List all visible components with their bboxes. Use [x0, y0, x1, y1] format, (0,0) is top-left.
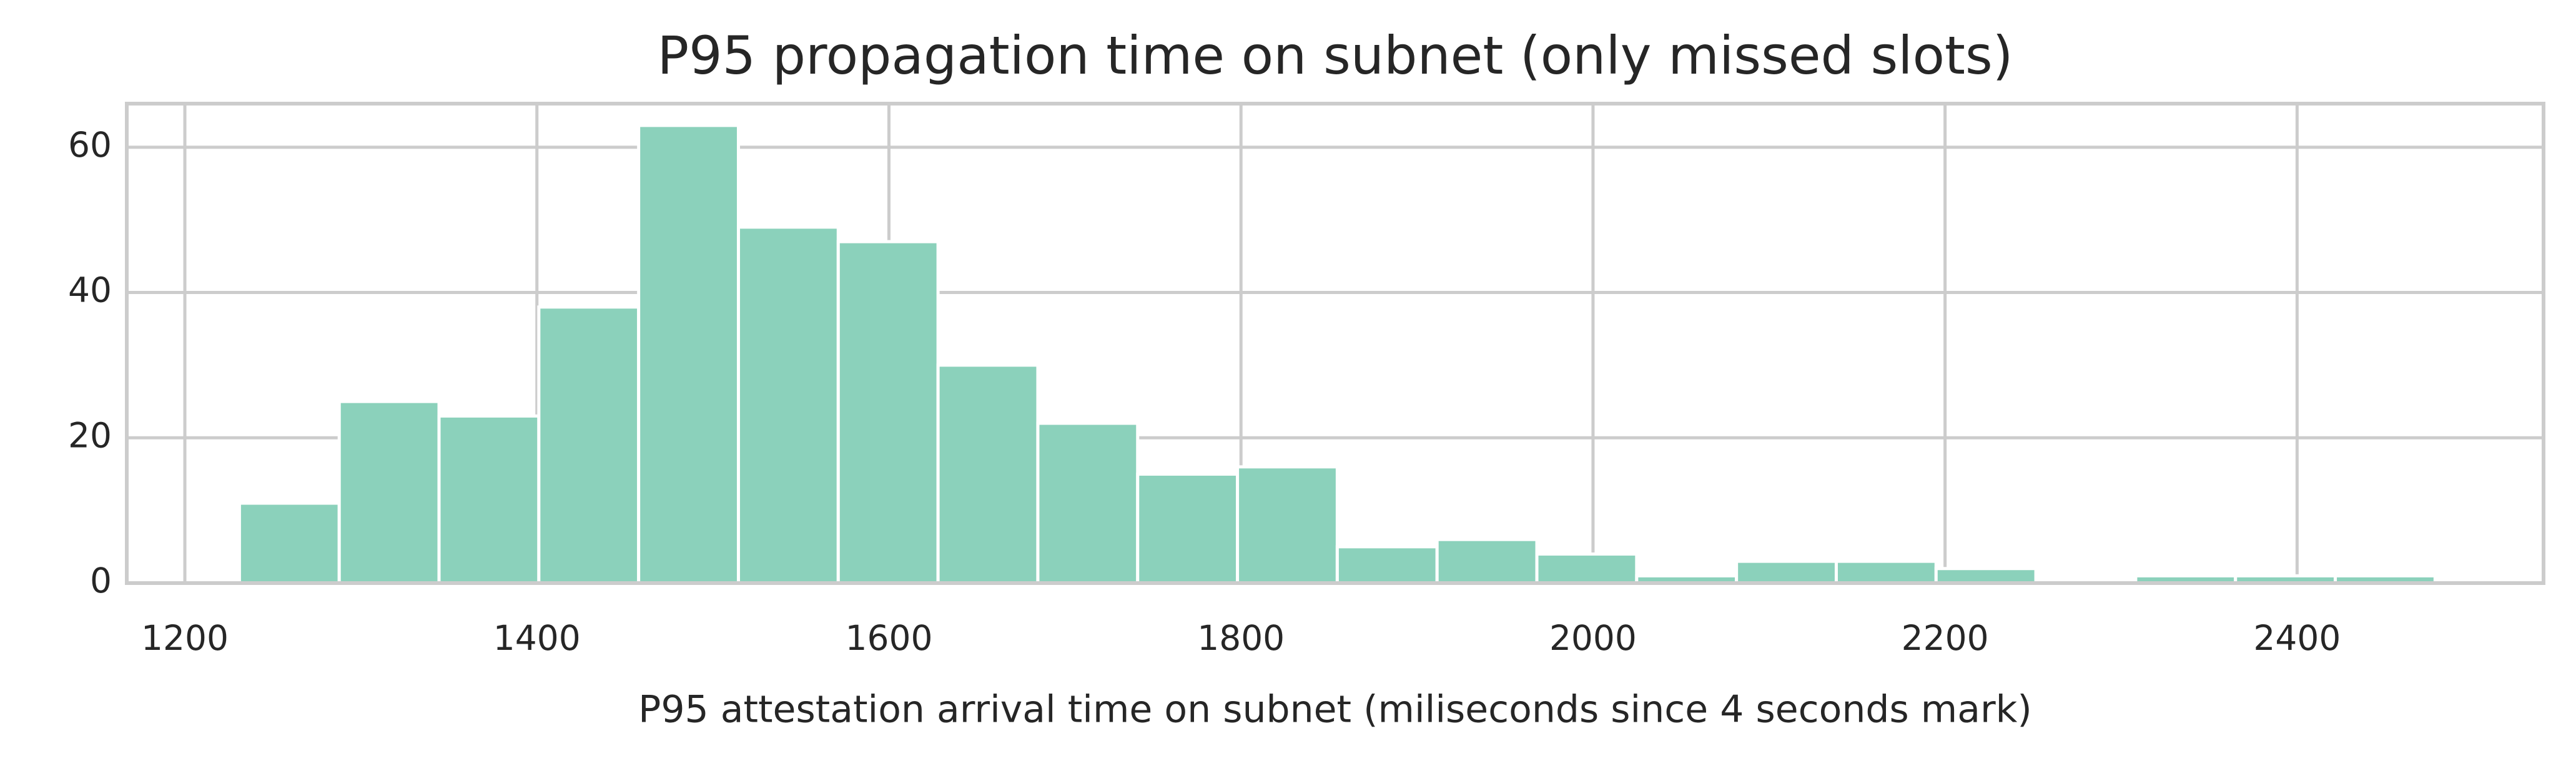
- x-tick-label: 1600: [845, 618, 932, 658]
- x-axis-label: P95 attestation arrival time on subnet (…: [638, 688, 2032, 732]
- bar: [736, 225, 840, 585]
- bar: [1435, 538, 1539, 585]
- y-tick-label: 60: [68, 125, 112, 165]
- bar: [936, 363, 1040, 585]
- bar: [437, 414, 541, 585]
- y-tick-label: 20: [68, 415, 112, 455]
- bar: [1834, 559, 1938, 585]
- x-tick-label: 2400: [2253, 618, 2341, 658]
- bar: [537, 305, 641, 585]
- bar: [836, 240, 940, 585]
- bar: [1136, 472, 1240, 585]
- x-tick-label: 1400: [493, 618, 581, 658]
- y-tick-label: 40: [68, 270, 112, 310]
- x-tick-label: 2200: [1902, 618, 1989, 658]
- bar: [637, 124, 740, 585]
- x-tick-label: 1200: [141, 618, 229, 658]
- y-tick-label: 0: [90, 561, 112, 601]
- bar: [1036, 421, 1140, 585]
- plot-frame: [125, 102, 2545, 585]
- bar: [1236, 465, 1339, 585]
- bar: [1335, 545, 1439, 585]
- x-tick-label: 1800: [1197, 618, 1285, 658]
- bar: [1735, 559, 1838, 585]
- bar: [337, 400, 441, 585]
- x-tick-label: 2000: [1549, 618, 1637, 658]
- bar: [1934, 567, 2038, 585]
- bar: [1535, 552, 1639, 585]
- chart-title: P95 propagation time on subnet (only mis…: [657, 25, 2013, 86]
- bar: [237, 501, 341, 585]
